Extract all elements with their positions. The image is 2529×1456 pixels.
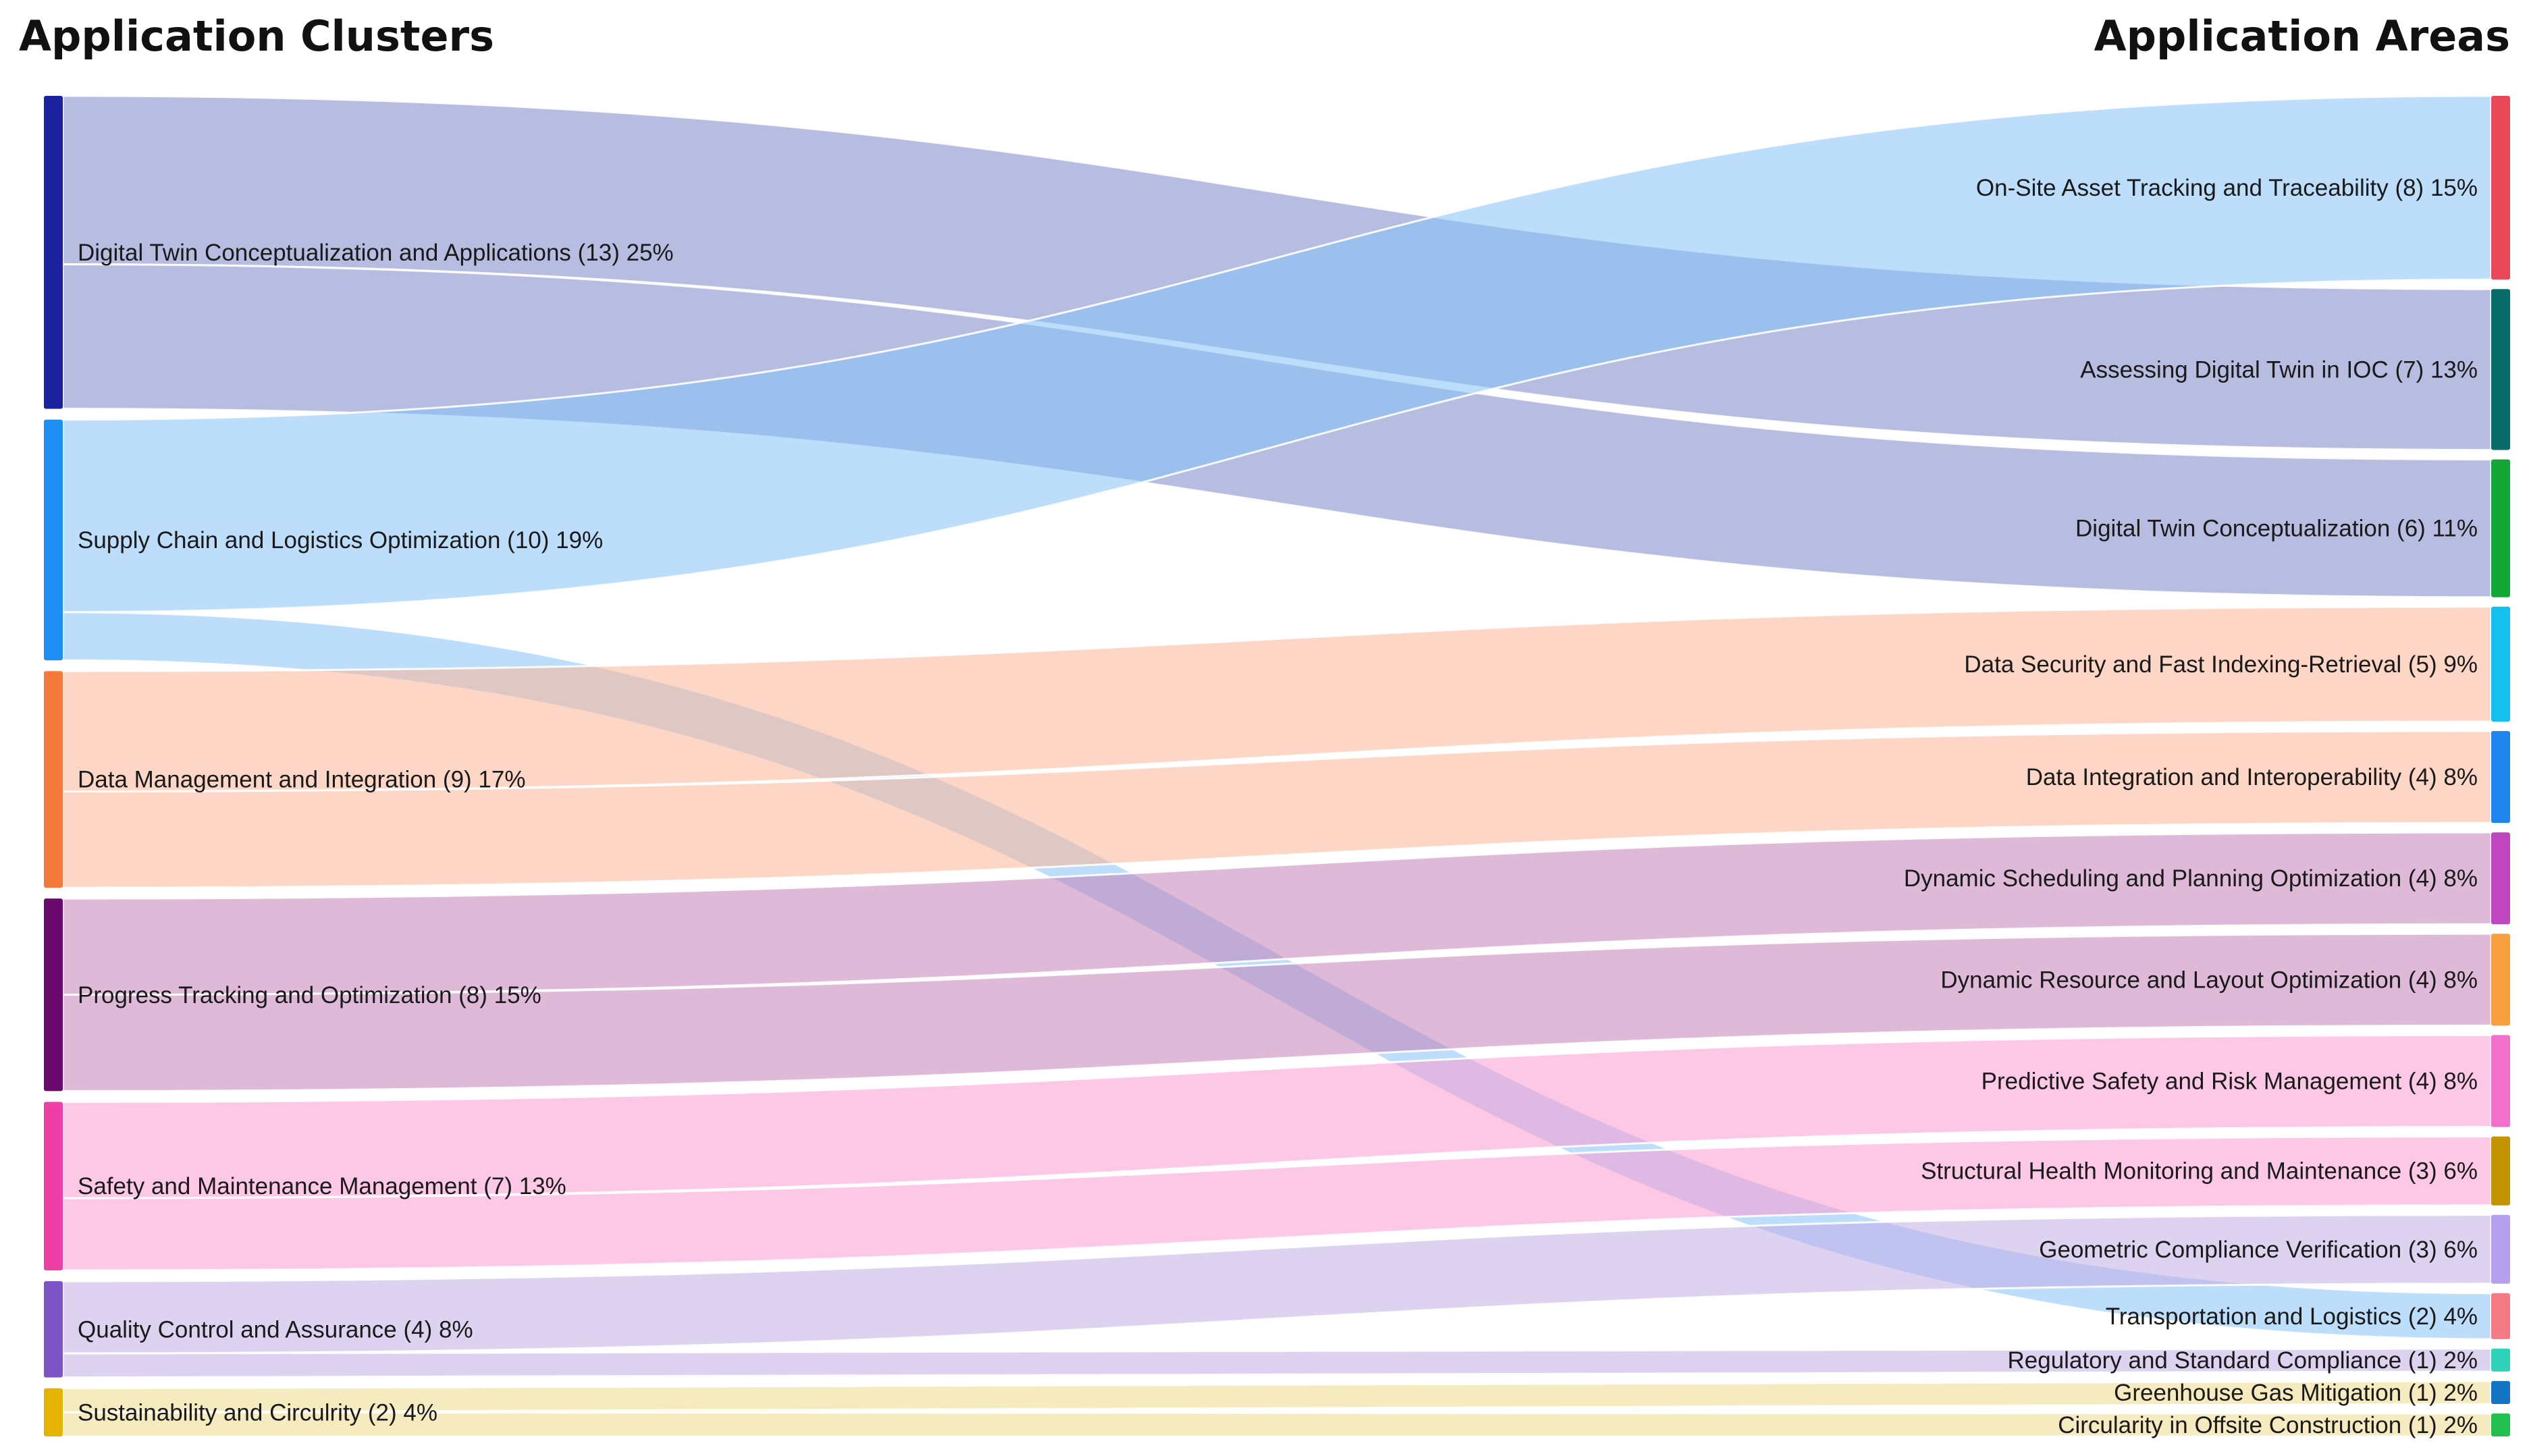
- target-node-label: Digital Twin Conceptualization (6) 11%: [2075, 516, 2478, 542]
- target-node-bar: [2491, 1348, 2510, 1372]
- target-node-bar: [2491, 934, 2510, 1026]
- source-node-bar: [44, 1388, 63, 1436]
- source-node-label: Sustainability and Circulrity (2) 4%: [78, 1399, 437, 1426]
- source-node-bar: [44, 671, 63, 888]
- target-node-bar: [2491, 1380, 2510, 1404]
- target-node-label: Dynamic Resource and Layout Optimization…: [1940, 967, 2478, 993]
- target-node-bar: [2491, 730, 2510, 824]
- source-node-label: Quality Control and Assurance (4) 8%: [78, 1316, 473, 1343]
- target-node-label: Circularity in Offsite Construction (1) …: [2058, 1412, 2478, 1438]
- flow-link-s6-t10: [61, 1214, 2493, 1355]
- target-node-label: Structural Health Monitoring and Mainten…: [1921, 1158, 2478, 1185]
- target-node-label: Data Security and Fast Indexing-Retrieva…: [1964, 651, 2478, 678]
- target-node-label: Assessing Digital Twin in IOC (7) 13%: [2080, 356, 2478, 383]
- flow-link-s7-t14: [61, 1411, 2493, 1438]
- node-bars: [44, 96, 2510, 1436]
- target-node-bar: [2491, 1214, 2510, 1284]
- target-node-label: On-Site Asset Tracking and Traceability …: [1976, 175, 2478, 201]
- target-node-bar: [2491, 289, 2510, 450]
- target-node-label: Greenhouse Gas Mitigation (1) 2%: [2114, 1380, 2478, 1406]
- source-node-bar: [44, 1102, 63, 1271]
- target-node-label: Regulatory and Standard Compliance (1) 2…: [2008, 1347, 2478, 1374]
- source-node-label: Digital Twin Conceptualization and Appli…: [78, 240, 674, 266]
- target-node-bar: [2491, 96, 2510, 280]
- flow-link-s4-t7: [61, 932, 2493, 1092]
- target-node-bar: [2491, 832, 2510, 925]
- target-node-bar: [2491, 459, 2510, 597]
- source-node-label: Progress Tracking and Optimization (8) 1…: [78, 982, 541, 1008]
- target-node-bar: [2491, 1136, 2510, 1206]
- flow-links: [61, 95, 2493, 1438]
- target-node-bar: [2491, 1293, 2510, 1339]
- flow-link-s7-t13: [61, 1380, 2493, 1413]
- flow-link-s3-t4: [61, 605, 2493, 792]
- target-node-label: Dynamic Scheduling and Planning Optimiza…: [1904, 865, 2478, 892]
- target-node-bar: [2491, 606, 2510, 722]
- flow-link-s4-t6: [61, 831, 2493, 996]
- target-node-label: Transportation and Logistics (2) 4%: [2106, 1303, 2478, 1330]
- right-column-title: Application Areas: [2094, 11, 2510, 61]
- target-node-bar: [2491, 1413, 2510, 1436]
- flow-link-s2-t1: [61, 95, 2493, 614]
- source-node-label: Safety and Maintenance Management (7) 13…: [78, 1173, 566, 1199]
- flow-link-s6-t12: [61, 1347, 2493, 1379]
- flow-link-s5-t8: [61, 1033, 2493, 1199]
- source-node-bar: [44, 96, 63, 409]
- source-node-bar: [44, 898, 63, 1091]
- source-node-bar: [44, 1281, 63, 1378]
- target-node-label: Geometric Compliance Verification (3) 6%: [2039, 1237, 2478, 1263]
- left-column-title: Application Clusters: [19, 11, 494, 61]
- target-node-label: Predictive Safety and Risk Management (4…: [1981, 1069, 2478, 1095]
- source-node-label: Data Management and Integration (9) 17%: [78, 767, 525, 793]
- target-node-bar: [2491, 1035, 2510, 1127]
- node-labels: Digital Twin Conceptualization and Appli…: [78, 175, 2478, 1438]
- source-node-label: Supply Chain and Logistics Optimization …: [78, 527, 603, 554]
- target-node-label: Data Integration and Interoperability (4…: [2026, 764, 2478, 790]
- flow-link-s5-t9: [61, 1135, 2493, 1272]
- flow-link-s3-t5: [61, 730, 2493, 889]
- source-node-bar: [44, 419, 63, 661]
